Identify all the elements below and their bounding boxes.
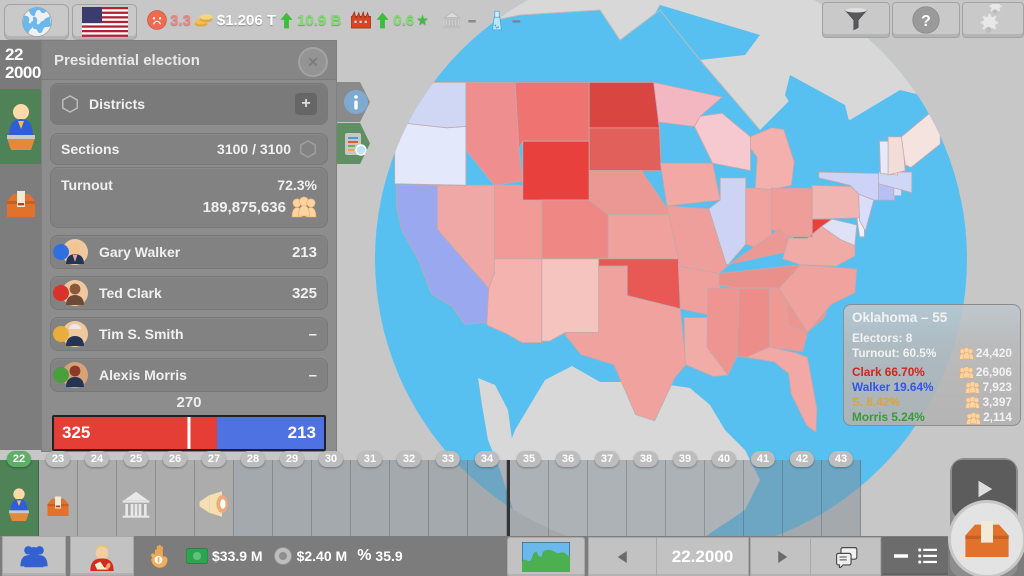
svg-text:?: ? [921,13,931,30]
